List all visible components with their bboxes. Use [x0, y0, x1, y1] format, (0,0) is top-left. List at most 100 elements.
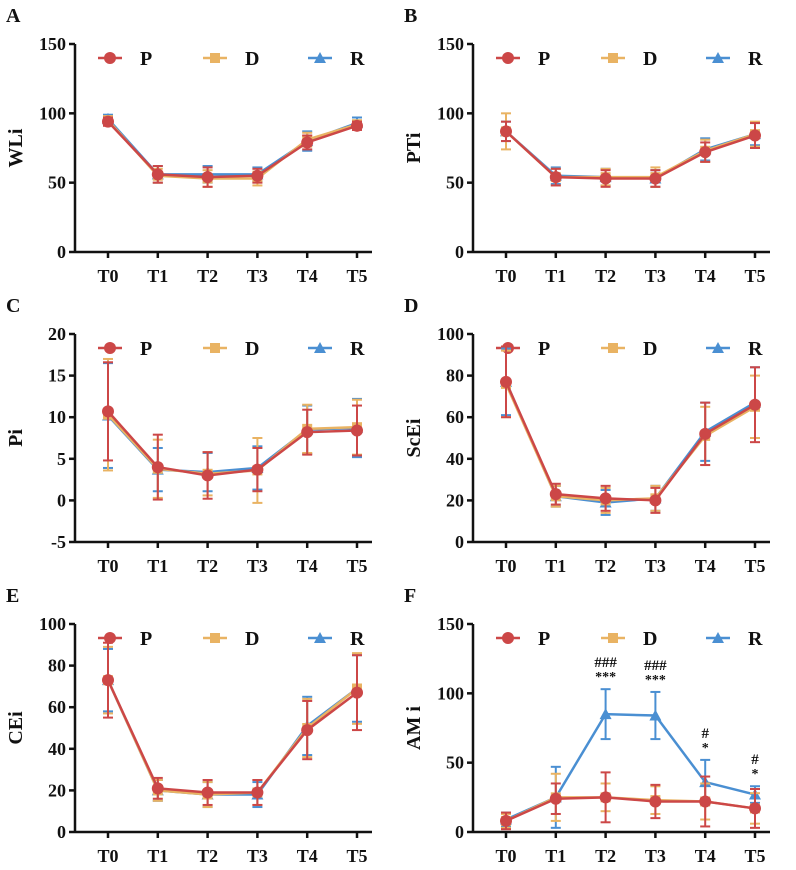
series-line: [106, 679, 358, 796]
data-point: [599, 708, 612, 720]
series-line: [505, 796, 756, 823]
legend-marker-circle: [104, 342, 116, 354]
panel-label: F: [404, 585, 416, 607]
data-point: [201, 469, 214, 482]
chart-svg: C -5 0 5 10 15 20 T0 T1 T2 T3 T4 T5 Pi P D R: [5, 295, 372, 576]
panel-a: A 0 50 100 150 T0 T1 T2 T3 T4 T5 WLi P D R: [0, 0, 398, 290]
series-r: [102, 112, 363, 184]
series-line: [505, 130, 756, 180]
y-axis-label: Pi: [5, 429, 27, 447]
legend-item-p: P: [496, 48, 550, 70]
legend-label: P: [140, 48, 152, 70]
legend-marker-triangle: [314, 632, 326, 643]
data-point: [500, 375, 512, 388]
data-point: [151, 461, 164, 474]
x-tick-label: T1: [147, 846, 168, 866]
data-point: [151, 782, 164, 795]
y-tick-label: -5: [51, 532, 66, 552]
legend-item-d: D: [601, 628, 657, 650]
y-axis-label: PTi: [403, 132, 425, 163]
y-tick-label: 0: [455, 242, 464, 262]
legend-marker-square: [210, 343, 220, 353]
x-tick-label: T2: [595, 266, 616, 286]
series-p: [500, 120, 761, 188]
legend-label: P: [538, 48, 550, 70]
x-tick-label: T5: [744, 266, 765, 286]
legend-label: R: [350, 338, 365, 360]
legend-marker-square: [210, 53, 220, 63]
series-line: [504, 381, 756, 502]
legend-item-d: D: [203, 628, 259, 650]
x-tick-label: T1: [545, 846, 566, 866]
y-tick-label: 15: [48, 366, 66, 386]
data-point: [500, 125, 512, 138]
legend-marker-circle: [104, 632, 116, 644]
data-point: [201, 786, 214, 799]
data-point: [599, 791, 612, 804]
series-line: [107, 118, 358, 176]
legend-marker-circle: [502, 632, 514, 644]
data-point: [301, 426, 314, 439]
data-point: [301, 136, 314, 149]
legend-label: P: [538, 338, 550, 360]
significance-annotation: ###: [644, 658, 667, 674]
y-tick-label: 20: [446, 490, 464, 510]
x-tick-label: T0: [97, 556, 118, 576]
data-point: [351, 686, 363, 699]
x-tick-label: T2: [197, 556, 218, 576]
y-tick-label: 100: [39, 614, 66, 634]
panel-e: E 0 20 40 60 80 100 T0 T1 T2 T3 T4 T5 CEi P D R: [0, 580, 398, 870]
legend-label: D: [643, 628, 657, 650]
panel-label: E: [6, 585, 19, 607]
x-tick-label: T3: [247, 846, 268, 866]
legend-label: P: [538, 628, 550, 650]
panel-label: D: [404, 295, 418, 317]
series-line: [505, 796, 756, 823]
y-axis-label: AM i: [403, 706, 425, 750]
y-tick-label: 10: [48, 407, 66, 427]
x-tick-label: T4: [695, 846, 716, 866]
y-tick-label: 50: [446, 753, 464, 773]
significance-annotation: #: [701, 726, 709, 742]
x-tick-label: T5: [744, 846, 765, 866]
x-tick-label: T3: [645, 266, 666, 286]
x-tick-label: T4: [297, 266, 318, 286]
y-tick-label: 50: [446, 173, 464, 193]
x-tick-label: T4: [297, 846, 318, 866]
x-tick-label: T3: [247, 556, 268, 576]
legend-item-p: P: [98, 338, 152, 360]
data-point: [251, 786, 264, 799]
legend-label: R: [748, 48, 763, 70]
chart-svg: D 0 20 40 60 80 100 T0 T1 T2 T3 T4 T5 ScEi P D R: [403, 295, 770, 576]
y-tick-label: 100: [437, 683, 464, 703]
series-line: [505, 130, 756, 179]
data-point: [351, 424, 363, 437]
series-line: [107, 414, 358, 474]
y-tick-label: 0: [455, 822, 464, 842]
y-tick-label: 80: [48, 656, 66, 676]
legend-item-d: D: [601, 48, 657, 70]
data-point: [649, 795, 662, 808]
legend-marker-circle: [104, 52, 116, 64]
x-tick-label: T2: [197, 846, 218, 866]
data-point: [251, 463, 264, 476]
data-point: [749, 398, 761, 411]
panel-c: C -5 0 5 10 15 20 T0 T1 T2 T3 T4 T5 Pi P D R: [0, 290, 398, 580]
legend-label: R: [748, 338, 763, 360]
legend-item-p: P: [98, 48, 152, 70]
y-tick-label: 0: [455, 532, 464, 552]
data-point: [549, 792, 562, 805]
panel-label: B: [404, 5, 417, 27]
x-tick-label: T0: [495, 556, 516, 576]
y-tick-label: 100: [437, 324, 464, 344]
significance-annotation: ***: [595, 670, 616, 685]
x-tick-label: T1: [147, 266, 168, 286]
x-tick-label: T5: [744, 556, 765, 576]
chart-svg: B 0 50 100 150 T0 T1 T2 T3 T4 T5 PTi P D R: [403, 5, 770, 286]
y-axis-label: CEi: [5, 711, 27, 745]
x-tick-label: T4: [695, 266, 716, 286]
x-tick-label: T0: [97, 846, 118, 866]
y-tick-label: 100: [437, 103, 464, 123]
legend-item-d: D: [601, 338, 657, 360]
